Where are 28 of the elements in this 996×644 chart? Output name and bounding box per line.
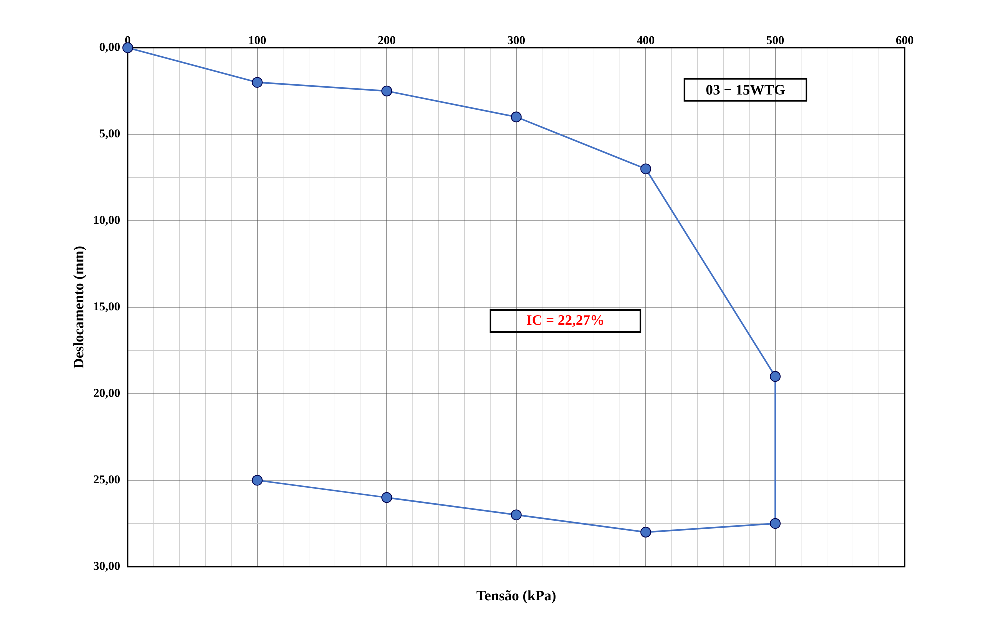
point	[511, 510, 522, 520]
point	[640, 164, 652, 174]
point	[382, 492, 392, 504]
y-tick-label: 30,00	[94, 562, 120, 572]
y-tick-label: 20,00	[94, 389, 120, 399]
x-tick-label: 600	[896, 36, 914, 44]
x-tick-label: 400	[637, 36, 655, 44]
point	[770, 518, 781, 530]
annotation: 03 − 15WTG	[706, 85, 786, 95]
y-axis-title: Deslocamento (mm)	[74, 246, 87, 369]
x-tick-label: 300	[508, 36, 526, 44]
point	[640, 526, 652, 538]
y-tick-label: 25,00	[94, 476, 120, 486]
y-tick-label: 10,00	[94, 216, 120, 226]
point	[382, 86, 392, 97]
x-tick-label: 500	[766, 36, 784, 44]
x-tick-label: 100	[249, 36, 266, 44]
x-tick-label: 200	[378, 36, 396, 44]
point	[511, 112, 522, 123]
y-tick-label: 0,00	[100, 43, 120, 53]
point	[252, 77, 263, 88]
y-tick-label: 5,00	[100, 130, 120, 140]
x-axis-title: Tensão (kPa)	[476, 590, 556, 604]
point	[122, 42, 134, 54]
y-tick-label: 15,00	[94, 302, 120, 312]
point	[252, 475, 263, 486]
annotation: IC = 22,27%	[527, 315, 604, 328]
point	[770, 371, 781, 382]
